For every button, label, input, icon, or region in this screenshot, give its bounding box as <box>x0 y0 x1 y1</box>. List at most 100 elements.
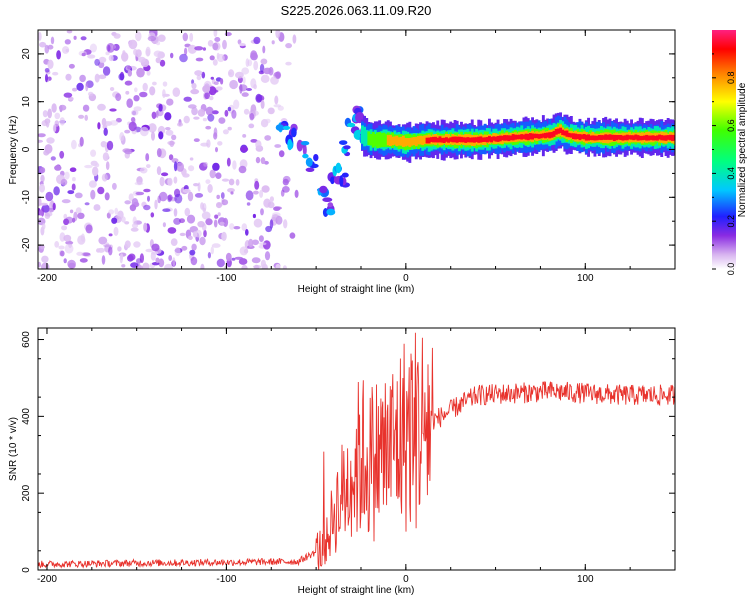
noise-blob <box>52 124 57 133</box>
noise-blob <box>221 199 229 206</box>
noise-blob <box>88 91 94 97</box>
noise-blob <box>213 81 219 85</box>
noise-blob <box>58 104 67 111</box>
ridge-segment <box>636 135 640 141</box>
noise-blob <box>88 180 97 188</box>
noise-blob <box>183 115 190 124</box>
ridge-segment <box>645 134 649 141</box>
noise-blob <box>273 206 281 211</box>
spectrogram-ylabel: Frequency (Hz) <box>8 116 19 185</box>
ridge-segment <box>640 135 644 141</box>
noise-blob <box>238 165 247 174</box>
ridge-segment <box>361 125 364 144</box>
noise-blob <box>156 41 161 46</box>
transition-blob <box>343 145 351 150</box>
noise-blob <box>143 204 151 211</box>
noise-blob <box>54 165 62 171</box>
noise-blob <box>73 35 77 40</box>
noise-blob <box>216 53 225 63</box>
noise-blob <box>253 218 263 228</box>
noise-blob <box>64 243 74 254</box>
noise-blob <box>156 166 162 176</box>
noise-blob <box>63 258 67 264</box>
noise-blob <box>204 92 211 100</box>
ridge-segment <box>363 126 366 147</box>
noise-blob <box>245 229 249 236</box>
transition-blob <box>339 140 348 146</box>
noise-blob <box>69 167 77 172</box>
noise-blob <box>227 106 232 112</box>
ridge-segment <box>369 134 373 146</box>
noise-blob <box>134 87 138 93</box>
noise-blob <box>209 95 214 101</box>
noise-blob <box>238 258 248 265</box>
noise-blob <box>194 46 204 51</box>
noise-blob <box>253 36 261 45</box>
noise-blob <box>252 265 262 269</box>
noise-blob <box>155 257 160 263</box>
ridge-segment <box>384 133 388 147</box>
noise-blob <box>229 79 239 90</box>
noise-blob <box>191 82 197 90</box>
noise-blob <box>40 167 46 174</box>
noise-blob <box>215 172 222 179</box>
ridge-segment <box>561 129 565 135</box>
ridge-segment <box>578 134 582 141</box>
noise-blob <box>97 122 101 130</box>
noise-blob <box>242 134 247 138</box>
noise-blob <box>182 188 191 193</box>
noise-blob <box>69 209 74 214</box>
noise-blob <box>40 226 45 236</box>
transition-blob <box>282 125 291 130</box>
noise-blob <box>63 234 72 242</box>
noise-blob <box>54 241 60 248</box>
noise-blob <box>258 235 264 243</box>
noise-blob <box>143 222 148 232</box>
noise-blob <box>156 148 162 158</box>
noise-blob <box>238 43 246 47</box>
noise-blob <box>53 186 60 196</box>
noise-blob <box>39 183 45 193</box>
noise-blob <box>193 183 199 187</box>
x-tick-label: 0 <box>403 574 409 585</box>
colorbar-tick-label: 0.6 <box>726 119 736 132</box>
noise-blob <box>174 193 183 204</box>
ridge-segment <box>408 138 412 147</box>
ridge-segment <box>580 134 584 139</box>
ridge-segment <box>464 137 468 143</box>
noise-blob <box>111 217 118 224</box>
transition-blob <box>327 202 334 208</box>
noise-blob <box>205 179 211 185</box>
noise-blob <box>225 252 232 262</box>
noise-blob <box>186 214 196 224</box>
noise-blob <box>264 135 272 141</box>
noise-blob <box>101 173 108 182</box>
noise-blob <box>229 223 235 230</box>
ridge-segment <box>554 129 558 135</box>
noise-blob <box>145 248 154 253</box>
noise-blob <box>92 166 99 177</box>
ridge-segment <box>664 135 668 141</box>
ridge-segment <box>445 137 448 142</box>
noise-blob <box>148 123 157 133</box>
transition-blob <box>330 176 335 185</box>
noise-blob <box>90 189 96 200</box>
noise-blob <box>149 86 156 96</box>
y-tick-label: 20 <box>21 48 32 60</box>
noise-blob <box>220 192 225 199</box>
noise-blob <box>96 248 101 253</box>
noise-blob <box>205 106 214 116</box>
noise-blob <box>127 65 131 70</box>
ridge-segment <box>662 135 666 141</box>
ridge-segment <box>593 135 597 141</box>
noise-blob <box>155 57 161 64</box>
noise-blob <box>189 157 194 161</box>
transition-blob <box>346 122 356 128</box>
noise-blob <box>104 192 110 201</box>
ridge-segment <box>550 132 554 138</box>
transition-blob <box>291 127 297 138</box>
ridge-segment <box>546 132 550 138</box>
noise-blob <box>212 42 219 51</box>
noise-blob <box>103 127 108 136</box>
noise-blob <box>137 265 144 269</box>
